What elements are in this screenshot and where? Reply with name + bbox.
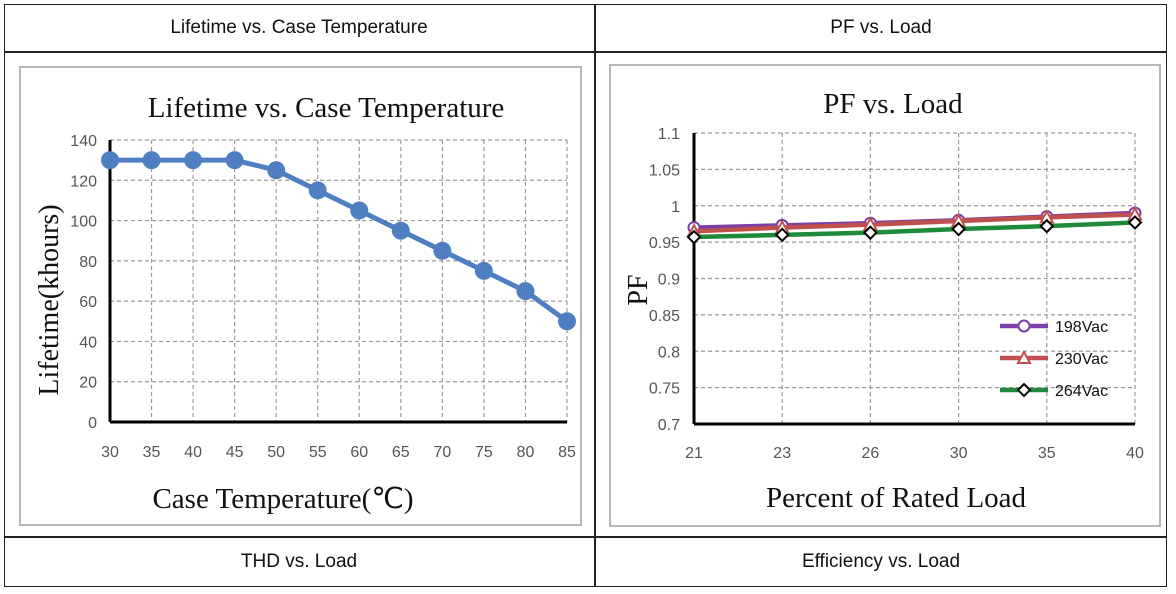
pf-series-line	[693, 212, 1136, 234]
pf-x-tick-label: 23	[773, 445, 791, 462]
header-cell-pf: PF vs. Load	[830, 17, 932, 38]
lifetime-data-point	[433, 241, 452, 260]
pf-x-tick-label: 30	[950, 445, 968, 462]
pf-y-axis-label: PF	[623, 274, 654, 305]
lifetime-y-tick-label: 120	[70, 173, 97, 190]
lifetime-x-tick-label: 60	[350, 444, 368, 461]
pf-data-point	[951, 221, 967, 237]
pf-y-tick-label: 0.75	[649, 381, 680, 398]
lifetime-data-point	[184, 151, 203, 170]
header-cell-lifetime: Lifetime vs. Case Temperature	[170, 17, 428, 38]
lifetime-x-tick-label: 50	[267, 444, 285, 461]
pf-y-tick-label: 0.95	[649, 235, 680, 252]
pf-legend-label: 230Vac	[1055, 351, 1108, 368]
pf-series-line	[693, 220, 1136, 240]
pf-y-tick-label: 0.85	[649, 308, 680, 325]
pf-legend-label: 264Vac	[1055, 383, 1108, 400]
lifetime-x-tick-label: 35	[143, 444, 161, 461]
lifetime-x-tick-label: 45	[226, 444, 244, 461]
pf-x-tick-label: 35	[1038, 445, 1056, 462]
pf-x-tick-label: 40	[1126, 445, 1144, 462]
lifetime-data-point	[101, 151, 119, 170]
lifetime-data-point	[558, 312, 576, 331]
pf-data-point	[1039, 218, 1055, 234]
lifetime-chart-title: Lifetime vs. Case Temperature	[148, 92, 505, 124]
pf-y-tick-label: 1.05	[649, 162, 680, 179]
lifetime-y-tick-label: 0	[88, 415, 97, 432]
pf-x-axis-label: Percent of Rated Load	[766, 482, 1027, 514]
pf-chart-frame	[609, 64, 1161, 527]
lifetime-data-point	[516, 282, 535, 301]
pf-legend-marker	[1016, 349, 1032, 364]
table-column-divider	[594, 4, 596, 587]
lifetime-data-point	[308, 181, 327, 200]
lifetime-x-tick-label: 55	[309, 444, 327, 461]
pf-chart-title: PF vs. Load	[823, 88, 963, 120]
lifetime-y-axis-label: Lifetime(khours)	[34, 204, 65, 395]
pf-y-tick-label: 1.1	[658, 126, 680, 143]
spec-table	[4, 4, 1167, 587]
lifetime-data-point	[350, 201, 369, 220]
lifetime-x-tick-label: 75	[475, 444, 493, 461]
pf-y-tick-label: 0.8	[658, 344, 680, 361]
lifetime-y-tick-label: 80	[79, 254, 97, 271]
lifetime-data-point	[142, 151, 161, 170]
lifetime-y-tick-label: 20	[79, 375, 97, 392]
pf-data-point	[686, 229, 702, 245]
pf-legend-marker	[1016, 382, 1032, 398]
footer-cell-thd: THD vs. Load	[240, 551, 358, 572]
lifetime-y-tick-label: 140	[70, 133, 97, 150]
lifetime-chart-frame	[19, 66, 582, 526]
pf-y-tick-label: 0.7	[658, 417, 680, 434]
pf-legend-label: 198Vac	[1055, 319, 1108, 336]
pf-data-point	[862, 225, 878, 241]
lifetime-x-tick-label: 85	[558, 444, 576, 461]
lifetime-data-point	[225, 151, 244, 170]
pf-legend-marker	[1017, 319, 1031, 333]
lifetime-data-point	[391, 221, 410, 240]
lifetime-x-tick-label: 65	[392, 444, 410, 461]
pf-y-tick-label: 0.9	[658, 272, 680, 289]
lifetime-x-tick-label: 70	[433, 444, 451, 461]
pf-data-point	[774, 227, 790, 243]
lifetime-data-point	[474, 261, 493, 280]
table-row-divider	[4, 536, 1167, 538]
table-row-divider	[4, 51, 1167, 53]
pf-data-point	[1127, 215, 1143, 230]
pf-y-tick-label: 1	[671, 199, 680, 216]
pf-x-tick-label: 26	[862, 445, 880, 462]
lifetime-x-axis-label: Case Temperature(℃)	[152, 483, 413, 515]
lifetime-y-tick-label: 60	[79, 294, 97, 311]
lifetime-x-tick-label: 30	[101, 444, 119, 461]
lifetime-y-tick-label: 40	[79, 334, 97, 351]
lifetime-y-tick-label: 100	[70, 214, 97, 231]
lifetime-data-point	[267, 161, 286, 180]
footer-cell-efficiency: Efficiency vs. Load	[801, 551, 961, 572]
lifetime-x-tick-label: 40	[184, 444, 202, 461]
pf-x-tick-label: 21	[685, 445, 703, 462]
lifetime-x-tick-label: 80	[517, 444, 535, 461]
